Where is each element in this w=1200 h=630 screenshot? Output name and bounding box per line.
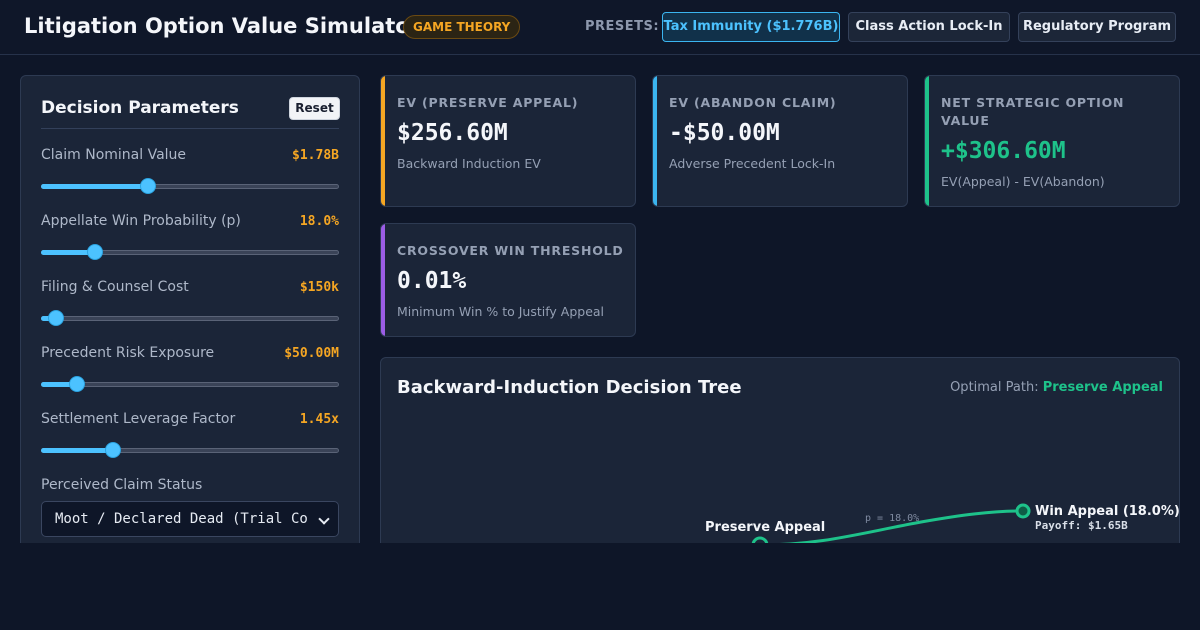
card-value: +$306.60M [941, 138, 1066, 164]
preset-class-action-button[interactable]: Class Action Lock-In [848, 12, 1010, 42]
card-label: EV (PRESERVE APPEAL) [397, 95, 579, 110]
preserve-to-win-branch [760, 509, 1024, 547]
win-payoff-label: Payoff: $1.65B [1035, 519, 1128, 532]
card-value: -$50.00M [669, 120, 780, 146]
app-title: Litigation Option Value Simulator [24, 14, 421, 38]
filing-cost-label: Filing & Counsel Cost [41, 279, 189, 295]
card-subtitle: Minimum Win % to Justify Appeal [397, 304, 605, 319]
slider-fill [41, 184, 148, 189]
win-probability-label: Appellate Win Probability (p) [41, 213, 241, 229]
preset-tax-immunity-button[interactable]: Tax Immunity ($1.776B) [662, 12, 840, 42]
card-subtitle: EV(Appeal) - EV(Abandon) [941, 174, 1105, 189]
presets-label: PRESETS: [585, 19, 660, 34]
slider-thumb[interactable] [140, 178, 156, 194]
reset-button[interactable]: Reset [289, 97, 340, 120]
slider-thumb[interactable] [105, 442, 121, 458]
leverage-factor-label: Settlement Leverage Factor [41, 411, 236, 427]
card-label: NET STRATEGIC OPTION VALUE [941, 95, 1125, 128]
claim-status-label: Perceived Claim Status [41, 477, 203, 493]
precedent-risk-slider[interactable] [41, 376, 339, 392]
optimal-path-indicator: Optimal Path: Preserve Appeal [950, 380, 1163, 395]
slider-thumb[interactable] [48, 310, 64, 326]
optimal-path-value: Preserve Appeal [1042, 380, 1163, 395]
slider-thumb[interactable] [69, 376, 85, 392]
claim-value-slider[interactable] [41, 178, 339, 194]
viewport-cutoff [0, 543, 1200, 630]
leverage-factor-readout: 1.45x [299, 412, 339, 427]
optimal-path-label: Optimal Path: [950, 380, 1039, 395]
win-appeal-label: Win Appeal (18.0%) [1035, 504, 1180, 519]
card-accent [381, 76, 385, 206]
slider-thumb[interactable] [87, 244, 103, 260]
panel-title: Decision Parameters [41, 98, 239, 118]
card-subtitle: Adverse Precedent Lock-In [669, 156, 836, 171]
precedent-risk-label: Precedent Risk Exposure [41, 345, 215, 361]
slider-fill [41, 382, 77, 387]
win-appeal-node[interactable] [1015, 503, 1031, 519]
claim-value-readout: $1.78B [292, 148, 339, 163]
card-accent [381, 224, 385, 336]
precedent-risk-readout: $50.00M [284, 346, 339, 361]
decision-tree-panel: Preserve Appeal p = 18.0% Win Appeal (18… [380, 357, 1180, 557]
card-accent [653, 76, 657, 206]
preset-regulatory-program-button[interactable]: Regulatory Program [1018, 12, 1176, 42]
claim-value-label: Claim Nominal Value [41, 147, 187, 163]
preserve-appeal-label: Preserve Appeal [705, 520, 825, 535]
branch-probability-label: p = 18.0% [865, 513, 919, 524]
net-option-value-card: NET STRATEGIC OPTION VALUE +$306.60M EV(… [924, 75, 1180, 207]
game-theory-badge: GAME THEORY [403, 15, 521, 39]
card-label: CROSSOVER WIN THRESHOLD [397, 243, 624, 258]
slider-track [41, 382, 339, 387]
slider-track [41, 316, 339, 321]
slider-fill [41, 448, 113, 453]
panel-divider [41, 128, 339, 129]
win-probability-readout: 18.0% [299, 214, 339, 229]
card-label: EV (ABANDON CLAIM) [669, 95, 837, 110]
app-header: Litigation Option Value Simulator GAME T… [0, 0, 1200, 55]
ev-abandon-card: EV (ABANDON CLAIM) -$50.00M Adverse Prec… [652, 75, 908, 207]
win-probability-slider[interactable] [41, 244, 339, 260]
filing-cost-readout: $150k [299, 280, 339, 295]
decision-tree-diagram: Preserve Appeal p = 18.0% Win Appeal (18… [705, 503, 1180, 554]
ev-preserve-card: EV (PRESERVE APPEAL) $256.60M Backward I… [380, 75, 636, 207]
decision-parameters-panel: Decision Parameters Reset Claim Nominal … [20, 75, 360, 555]
crossover-threshold-card: CROSSOVER WIN THRESHOLD 0.01% Minimum Wi… [380, 223, 636, 337]
card-subtitle: Backward Induction EV [397, 156, 541, 171]
claim-status-select[interactable]: Moot / Declared Dead (Trial Court) [41, 501, 339, 537]
card-accent [925, 76, 929, 206]
claim-status-value: Moot / Declared Dead (Trial Court) [55, 511, 307, 527]
card-value: $256.60M [397, 120, 508, 146]
slider-fill [41, 250, 95, 255]
card-value: 0.01% [397, 268, 467, 294]
decision-tree-title: Backward-Induction Decision Tree [397, 377, 742, 398]
leverage-factor-slider[interactable] [41, 442, 339, 458]
chevron-down-icon [318, 513, 330, 525]
filing-cost-slider[interactable] [41, 310, 339, 326]
